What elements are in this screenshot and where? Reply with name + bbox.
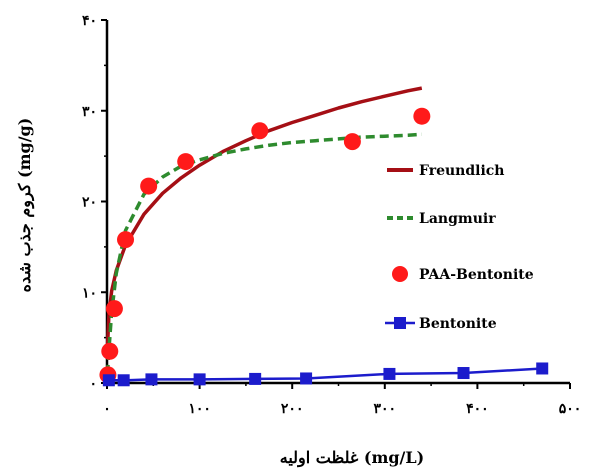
y-tick-label: ۳۰ (82, 104, 97, 120)
data-point-paa-bentonite (251, 122, 269, 140)
x-tick-label: ۴۰۰ (466, 401, 489, 417)
y-axis-title: (mg/g) کروم جذب شده (15, 118, 35, 293)
legend-swatch-bentonite (394, 317, 406, 329)
y-tick-label: ۱۰ (82, 285, 97, 301)
data-point-bentonite (117, 374, 130, 387)
y-tick-label: ۲۰ (82, 195, 97, 211)
legend-label: Langmuir (419, 211, 496, 227)
data-point-paa-bentonite (105, 300, 123, 318)
y-tick-label: ۰ (89, 376, 97, 392)
data-point-bentonite (193, 373, 206, 386)
data-point-paa-bentonite (177, 153, 195, 171)
legend-label: Bentonite (419, 316, 497, 332)
x-tick-label: ۰ (103, 401, 111, 417)
data-point-paa-bentonite (140, 177, 158, 195)
data-point-bentonite (300, 372, 313, 385)
data-point-paa-bentonite (413, 107, 431, 125)
x-tick-label: ۳۰۰ (374, 401, 397, 417)
x-tick-label: ۱۰۰ (188, 401, 211, 417)
x-tick-label: ۲۰۰ (281, 401, 304, 417)
series-bentonite-line (108, 367, 543, 382)
data-point-bentonite (383, 367, 396, 380)
data-point-paa-bentonite (343, 133, 361, 151)
data-point-bentonite (249, 372, 262, 385)
legend-swatch-paa-bentonite (392, 266, 408, 282)
data-point-bentonite (145, 373, 158, 386)
x-tick-label: ۵۰۰ (559, 401, 582, 417)
legend-label: Freundlich (419, 163, 504, 179)
data-point-paa-bentonite (117, 231, 135, 249)
legend: Freundlich Langmuir PAA-Bentonite Bentonite (385, 163, 534, 332)
x-axis-title: (mg/L) غلظت اولیه (280, 448, 424, 468)
data-point-bentonite (102, 374, 115, 387)
series-layer (99, 86, 549, 387)
data-point-bentonite (457, 367, 470, 380)
series-langmuir-line (105, 132, 422, 375)
data-point-bentonite (536, 362, 549, 375)
data-point-paa-bentonite (101, 342, 119, 360)
y-tick-label: ۴۰ (82, 13, 97, 29)
legend-label: PAA-Bentonite (419, 267, 534, 283)
